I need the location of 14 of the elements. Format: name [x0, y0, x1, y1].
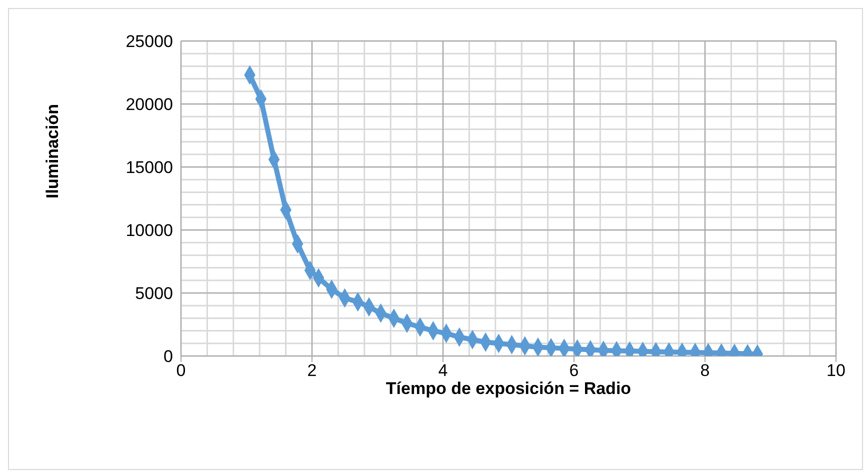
y-tick-label: 5000	[135, 284, 173, 304]
y-tick-label: 15000	[126, 158, 173, 178]
x-tick-label: 4	[438, 361, 448, 380]
x-axis-title: Tíempo de exposición = Radio	[386, 379, 632, 398]
x-tick-label: 10	[826, 361, 846, 380]
x-tick-label: 8	[700, 361, 710, 380]
x-tick-label: 6	[569, 361, 579, 380]
x-tick-label: 2	[307, 361, 317, 380]
y-tick-label: 25000	[126, 32, 173, 52]
y-tick-label: 10000	[126, 221, 173, 240]
y-axis-title: Iluminación	[43, 104, 62, 198]
x-tick-label: 0	[176, 361, 186, 380]
y-tick-label: 0	[164, 347, 173, 366]
y-tick-label: 20000	[126, 95, 173, 114]
